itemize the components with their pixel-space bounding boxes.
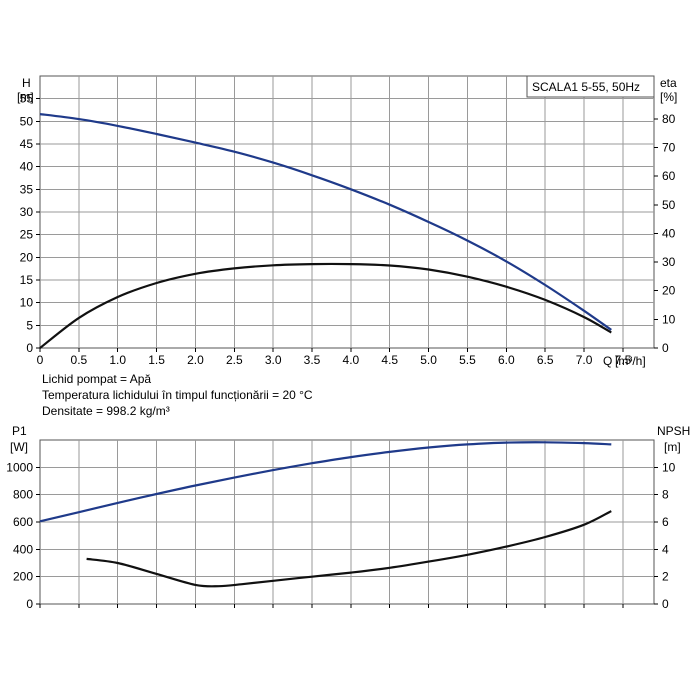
top-x-tick-label: 6.5 xyxy=(537,353,554,367)
bottom-y-axis: 0 200 400 600 800 1000 xyxy=(6,460,40,611)
top-y2-tick-label: 80 xyxy=(662,112,676,126)
top-x-tick-label: 1.0 xyxy=(109,353,126,367)
top-y2-tick-label: 10 xyxy=(662,312,676,326)
bottom-y-tick-label: 1000 xyxy=(6,460,33,474)
x-axis-unit: [m³/h] xyxy=(615,354,646,368)
top-x-tick-label: 2.0 xyxy=(187,353,204,367)
top-y-tick-label: 30 xyxy=(20,205,34,219)
bottom-y2-axis: 0 2 4 6 8 10 xyxy=(654,460,676,611)
top-gridlines xyxy=(40,76,654,348)
bottom-y2-tick-label: 6 xyxy=(662,515,669,529)
top-y2-tick-label: 60 xyxy=(662,169,676,183)
top-y-tick-label: 5 xyxy=(26,318,33,332)
h-axis-unit: [m] xyxy=(17,90,34,104)
npsh-axis-label: NPSH xyxy=(657,424,690,438)
chart-title: SCALA1 5-55, 50Hz xyxy=(532,80,640,94)
top-x-tick-label: 1.5 xyxy=(148,353,165,367)
bottom-y-tick-label: 400 xyxy=(13,542,33,556)
top-y2-tick-label: 50 xyxy=(662,198,676,212)
bottom-y2-tick-label: 0 xyxy=(662,597,669,611)
p1-axis-label: P1 xyxy=(12,424,27,438)
top-x-tick-label: 3.5 xyxy=(304,353,321,367)
bottom-y-tick-label: 0 xyxy=(26,597,33,611)
top-x-tick-label: 7.0 xyxy=(576,353,593,367)
top-y-tick-label: 15 xyxy=(20,273,34,287)
top-y-tick-label: 40 xyxy=(20,160,34,174)
eta-axis-unit: [%] xyxy=(660,90,677,104)
top-y-tick-label: 55 xyxy=(20,92,34,106)
npsh-axis-unit: [m] xyxy=(664,440,681,454)
top-x-tick-label: 0.5 xyxy=(71,353,88,367)
bottom-y-tick-label: 800 xyxy=(13,488,33,502)
bottom-y2-tick-label: 2 xyxy=(662,570,669,584)
top-x-tick-label: 5.0 xyxy=(420,353,437,367)
top-y2-tick-label: 0 xyxy=(662,341,669,355)
head-efficiency-chart: 0 5 10 15 20 25 30 35 40 45 50 55 0 10 20 30 40 50 60 70 80… xyxy=(17,75,677,368)
top-x-tick-label: 7.5 xyxy=(615,353,632,367)
eta-axis-label: eta xyxy=(660,76,677,90)
top-x-tick-label: 5.5 xyxy=(459,353,476,367)
series-line-npsh xyxy=(86,510,612,588)
chart-title-box xyxy=(526,75,655,98)
top-y-tick-label: 35 xyxy=(20,182,34,196)
top-x-tick-label: 3.0 xyxy=(265,353,282,367)
condition-temperature: Temperatura lichidului în timpul funcțio… xyxy=(42,388,313,402)
top-y-axis: 0 5 10 15 20 25 30 35 40 45 50 55 xyxy=(20,92,40,355)
top-y2-tick-label: 20 xyxy=(662,284,676,298)
top-y-tick-label: 10 xyxy=(20,296,34,310)
bottom-y2-tick-label: 4 xyxy=(662,542,669,556)
top-x-tick-label: 2.5 xyxy=(226,353,243,367)
bottom-x-axis xyxy=(39,604,624,608)
bottom-y-tick-label: 200 xyxy=(13,570,33,584)
power-npsh-chart: 0 200 400 600 800 1000 0 2 4 6 8 10 P1 [W] NPSH [m… xyxy=(6,424,690,611)
condition-density: Densitate = 998.2 kg/m³ xyxy=(42,404,170,418)
top-y-tick-label: 20 xyxy=(20,250,34,264)
top-y2-tick-label: 70 xyxy=(662,141,676,155)
top-y-tick-label: 0 xyxy=(26,341,33,355)
top-y2-tick-label: 40 xyxy=(662,226,676,240)
series-line-p1 xyxy=(39,441,612,523)
x-axis-label: Q xyxy=(603,354,612,368)
condition-liquid: Lichid pompat = Apă xyxy=(42,372,151,386)
top-x-tick-label: 0 xyxy=(37,353,44,367)
top-y2-tick-label: 30 xyxy=(662,255,676,269)
series-line-eta xyxy=(39,262,612,349)
bottom-y2-tick-label: 8 xyxy=(662,488,669,502)
bottom-y-tick-label: 600 xyxy=(13,515,33,529)
h-axis-label: H xyxy=(22,76,31,90)
top-x-tick-label: 6.0 xyxy=(498,353,515,367)
bottom-y2-tick-label: 10 xyxy=(662,460,676,474)
series-line-h xyxy=(39,113,612,331)
top-x-tick-label: 4.0 xyxy=(343,353,360,367)
top-x-axis: 0 0.5 1.0 1.5 2.0 2.5 3.0 3.5 4.0 4.5 5.0 5.5 6.0 6.5… xyxy=(37,348,632,367)
p1-axis-unit: [W] xyxy=(10,440,28,454)
top-y2-axis: 0 10 20 30 40 50 60 70 80 xyxy=(654,112,676,355)
top-x-tick-label: 4.5 xyxy=(381,353,398,367)
top-y-tick-label: 25 xyxy=(20,228,34,242)
fluid-conditions: Lichid pompat = Apă Temperatura lichidul… xyxy=(42,372,313,418)
top-y-tick-label: 50 xyxy=(20,114,34,128)
top-y-tick-label: 45 xyxy=(20,137,34,151)
